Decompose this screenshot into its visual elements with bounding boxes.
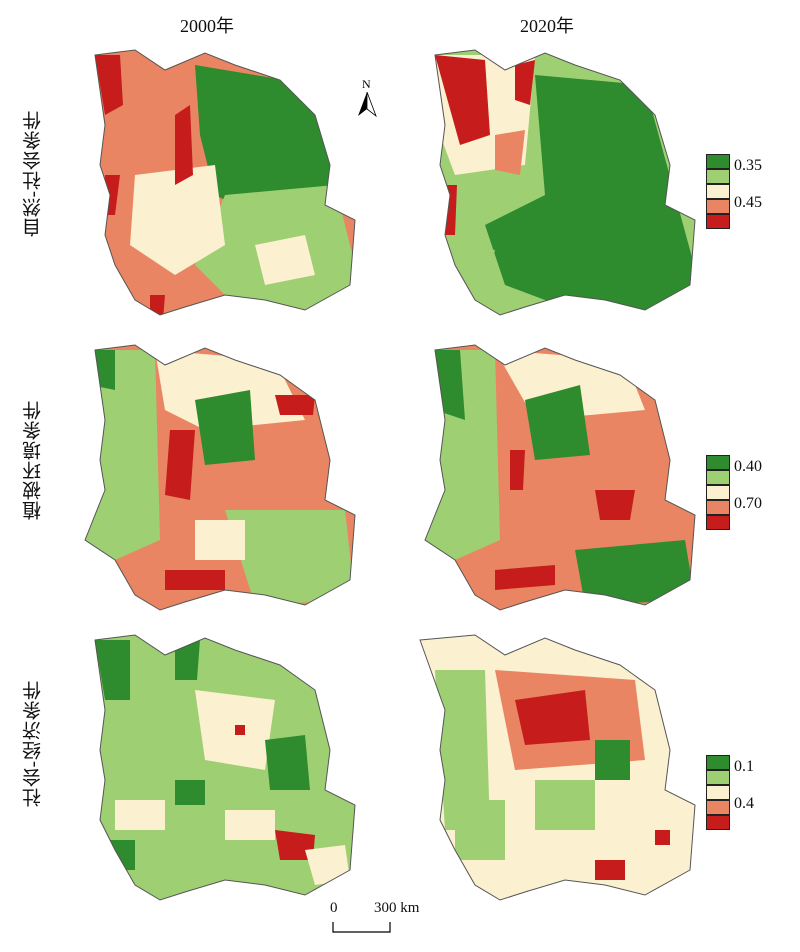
region-map-shape xyxy=(84,344,356,611)
legend-swatch-class4 xyxy=(706,199,730,214)
legend-low-value: 0.35 xyxy=(734,157,762,174)
legend-natural-social: 0.35 0.45 xyxy=(706,154,786,229)
scale-line-icon xyxy=(332,922,391,933)
scale-start-label: 0 xyxy=(330,900,338,916)
north-arrow-icon: N xyxy=(352,76,382,120)
scale-end-label: 300 km xyxy=(374,900,420,916)
legend-swatch-class4 xyxy=(706,800,730,815)
legend-swatch-class5 xyxy=(706,815,730,830)
legend-swatch-class1 xyxy=(706,455,730,470)
legend-low-value: 0.1 xyxy=(734,758,754,775)
legend-swatch-class3 xyxy=(706,184,730,199)
legend-vegetation: 0.40 0.70 xyxy=(706,455,786,530)
legend-swatch-class4 xyxy=(706,500,730,515)
map-natural-social-2000 xyxy=(75,45,375,325)
legend-high-value: 0.4 xyxy=(734,795,754,812)
region-map-shape xyxy=(419,634,696,901)
column-title-2000: 2000年 xyxy=(180,16,234,36)
legend-swatch-class2 xyxy=(706,770,730,785)
region-map-shape xyxy=(94,634,356,901)
legend-socio-economic: 0.1 0.4 xyxy=(706,755,786,830)
legend-swatch-class3 xyxy=(706,485,730,500)
legend-swatch-class1 xyxy=(706,755,730,770)
column-title-2020: 2020年 xyxy=(520,16,574,36)
scale-bar: 0 300 km xyxy=(330,900,440,940)
map-socio-economic-2020 xyxy=(415,630,715,910)
legend-swatch-class3 xyxy=(706,785,730,800)
legend-low-value: 0.40 xyxy=(734,458,762,475)
map-vegetation-2000 xyxy=(75,340,375,620)
map-natural-social-2020 xyxy=(415,45,715,325)
legend-swatch-class1 xyxy=(706,154,730,169)
legend-high-value: 0.45 xyxy=(734,194,762,211)
row-label-natural-social: 自然-社会条件 xyxy=(23,110,44,238)
north-label: N xyxy=(362,77,371,91)
row-label-vegetation: 植被环境条件 xyxy=(23,400,44,520)
legend-swatch-class5 xyxy=(706,214,730,229)
legend-swatch-class2 xyxy=(706,470,730,485)
map-socio-economic-2000 xyxy=(75,630,375,910)
row-label-socio-economic: 社会-经济条件 xyxy=(23,680,44,808)
region-map-shape xyxy=(94,49,356,316)
legend-swatch-class2 xyxy=(706,169,730,184)
region-map-shape xyxy=(424,344,696,611)
legend-high-value: 0.70 xyxy=(734,495,762,512)
region-map-shape xyxy=(434,49,696,316)
map-vegetation-2020 xyxy=(415,340,715,620)
legend-swatch-class5 xyxy=(706,515,730,530)
